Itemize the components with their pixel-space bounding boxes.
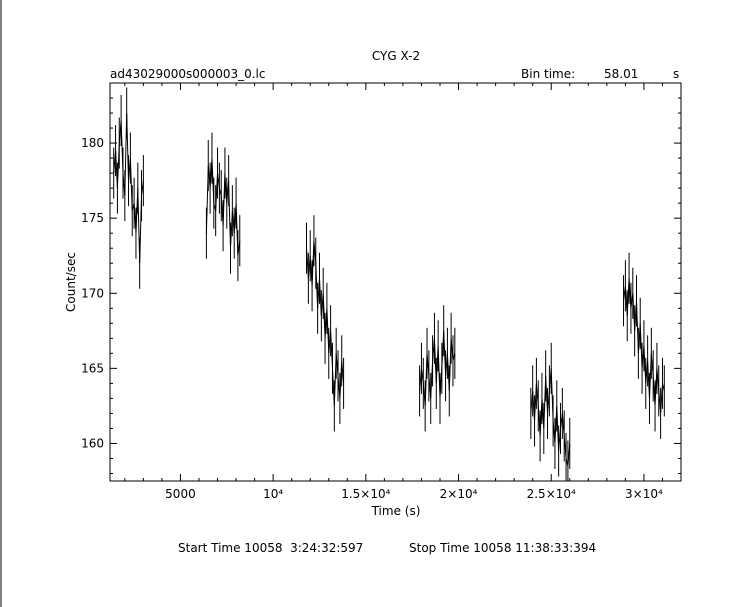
bin-time-value: 58.01 <box>604 67 638 81</box>
bin-time-unit: s <box>673 67 679 81</box>
file-label: ad43029000s000003_0.lc <box>110 67 266 81</box>
y-axis: 160 165 170 175 180 <box>81 82 681 474</box>
start-time: Start Time 10058 3:24:32:597 <box>178 541 364 555</box>
y-tick-label: 160 <box>81 436 104 450</box>
y-tick-label: 175 <box>81 211 104 225</box>
x-tick-label: 5000 <box>165 487 196 501</box>
series-segment <box>530 368 571 467</box>
y-axis-label: Count/sec <box>64 252 78 312</box>
y-tick-label: 170 <box>81 286 104 300</box>
plot-frame <box>109 82 682 482</box>
bin-time-label: Bin time: <box>521 67 575 81</box>
x-axis: 5000 10⁴ 1.5×10⁴ 2×10⁴ 2.5×10⁴ 3×10⁴ <box>124 83 682 501</box>
stop-time: Stop Time 10058 11:38:33:394 <box>409 541 597 555</box>
x-tick-label: 1.5×10⁴ <box>341 487 390 501</box>
x-tick-label: 2×10⁴ <box>440 487 478 501</box>
x-tick-label: 10⁴ <box>263 487 283 501</box>
chart-title: CYG X-2 <box>372 49 420 63</box>
y-tick-label: 165 <box>81 361 104 375</box>
x-tick-label: 2.5×10⁴ <box>527 487 576 501</box>
y-tick-label: 180 <box>81 136 104 150</box>
x-tick-label: 3×10⁴ <box>625 487 663 501</box>
x-axis-label: Time (s) <box>371 504 421 518</box>
light-curve-series <box>113 87 665 481</box>
